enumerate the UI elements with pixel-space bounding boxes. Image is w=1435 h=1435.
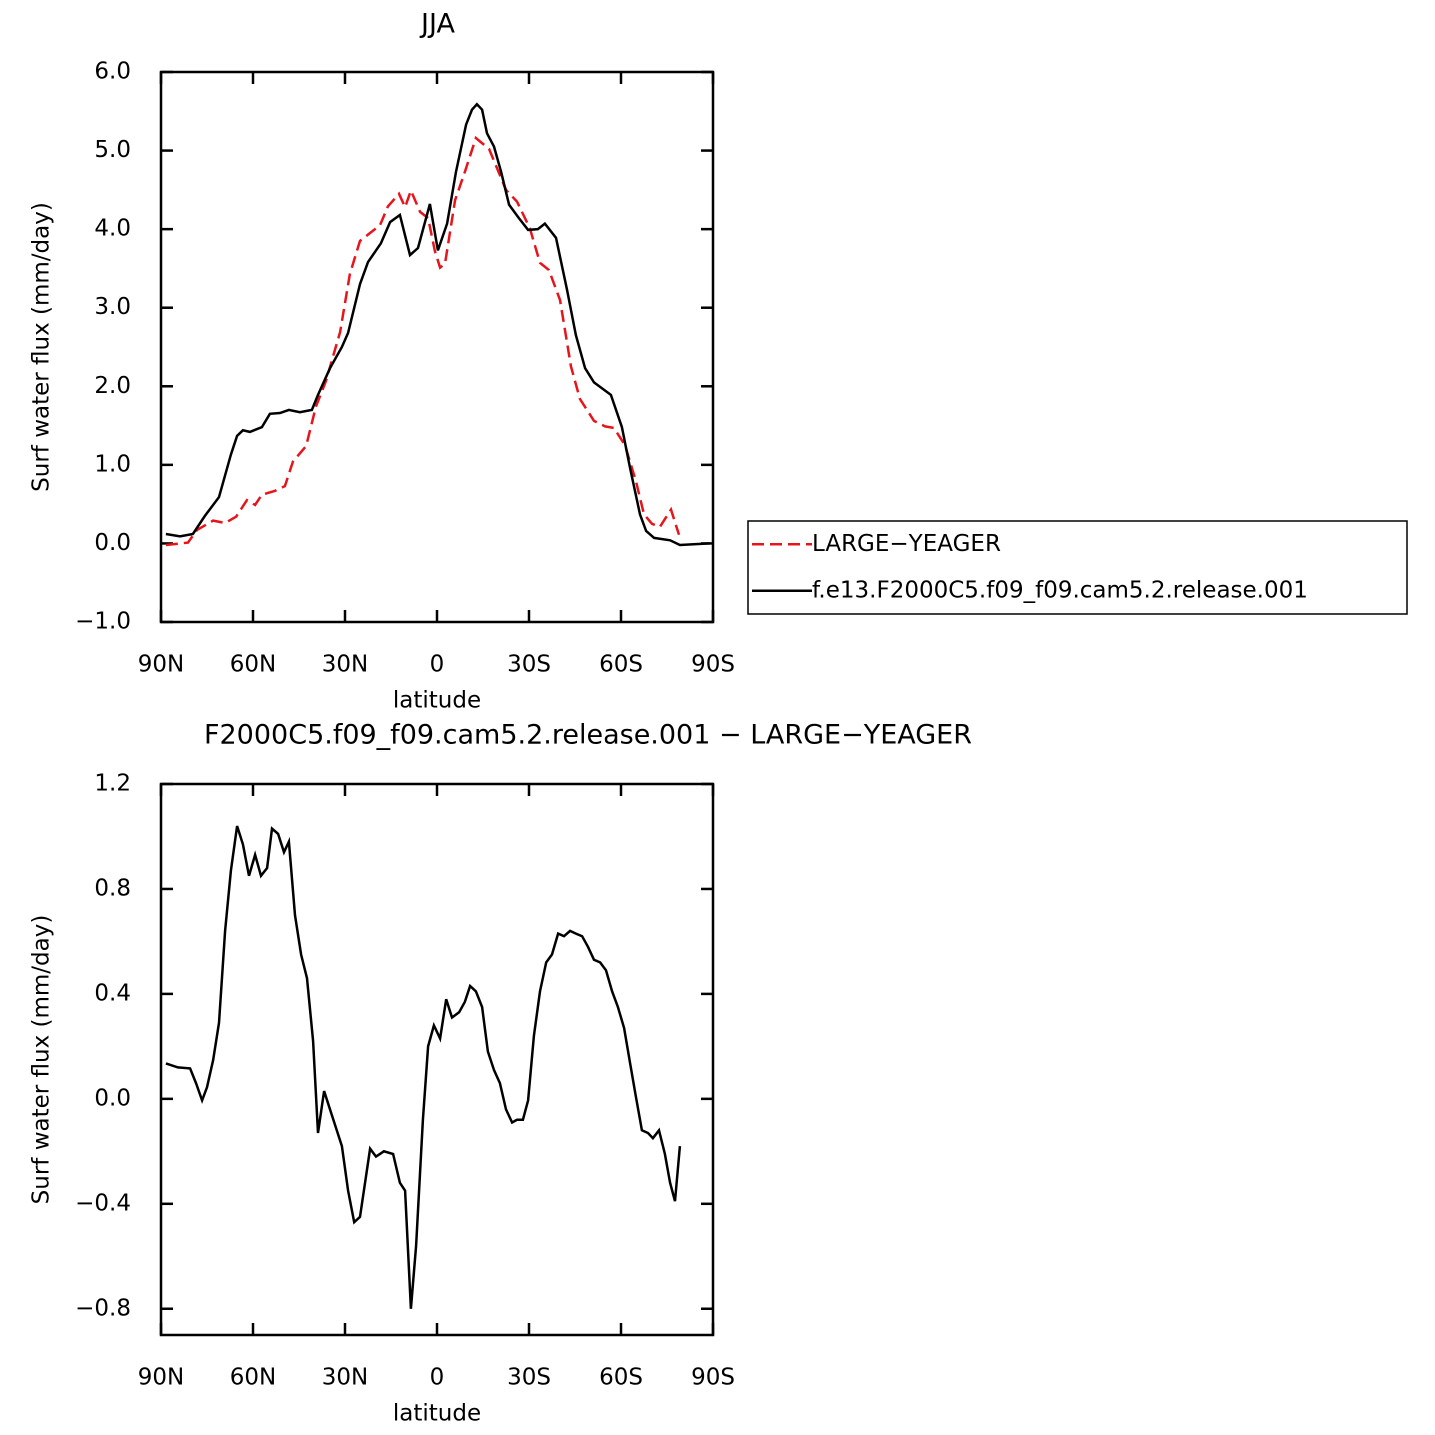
y-tick-label: −0.8 (75, 1295, 131, 1321)
x-tick-label: 60N (230, 1365, 276, 1391)
data-line (165, 135, 681, 547)
x-tick-label: 90N (138, 652, 184, 678)
x-tick-label: 90N (138, 1365, 184, 1391)
chart-title: JJA (419, 9, 455, 40)
y-axis-label: Surf water flux (mm/day) (29, 915, 55, 1205)
y-tick-label: 3.0 (94, 294, 131, 320)
legend-label: f.e13.F2000C5.f09_f09.cam5.2.release.001 (812, 577, 1308, 603)
x-axis-label: latitude (393, 1401, 481, 1427)
x-tick-label: 60S (599, 1365, 643, 1391)
x-tick-label: 30S (507, 1365, 551, 1391)
chart-title: F2000C5.f09_f09.cam5.2.release.001 − LAR… (204, 720, 972, 751)
x-tick-label: 0 (430, 652, 445, 678)
data-line (165, 102, 710, 547)
y-tick-label: 1.2 (94, 771, 131, 797)
legend-box (747, 520, 1408, 615)
y-tick-label: 1.0 (94, 451, 131, 477)
y-tick-label: −1.0 (75, 609, 131, 635)
legend-label: LARGE−YEAGER (812, 531, 1001, 557)
x-tick-label: 30N (322, 652, 368, 678)
y-tick-label: 0.4 (94, 980, 131, 1006)
y-tick-label: 2.0 (94, 373, 131, 399)
y-tick-label: 6.0 (94, 59, 131, 85)
x-tick-label: 30S (507, 652, 551, 678)
x-axis-label: latitude (393, 688, 481, 714)
data-line (165, 825, 682, 1309)
x-tick-label: 0 (430, 1365, 445, 1391)
x-tick-label: 60S (599, 652, 643, 678)
x-tick-label: 30N (322, 1365, 368, 1391)
x-tick-label: 60N (230, 652, 276, 678)
y-tick-label: −0.4 (75, 1190, 131, 1216)
y-axis-label: Surf water flux (mm/day) (29, 202, 55, 492)
plot-frame (159, 70, 715, 624)
y-tick-label: 0.8 (94, 875, 131, 901)
y-tick-label: 0.0 (94, 1085, 131, 1111)
x-tick-label: 90S (691, 1365, 735, 1391)
y-tick-label: 0.0 (94, 530, 131, 556)
y-tick-label: 5.0 (94, 137, 131, 163)
y-tick-label: 4.0 (94, 216, 131, 242)
x-tick-label: 90S (691, 652, 735, 678)
